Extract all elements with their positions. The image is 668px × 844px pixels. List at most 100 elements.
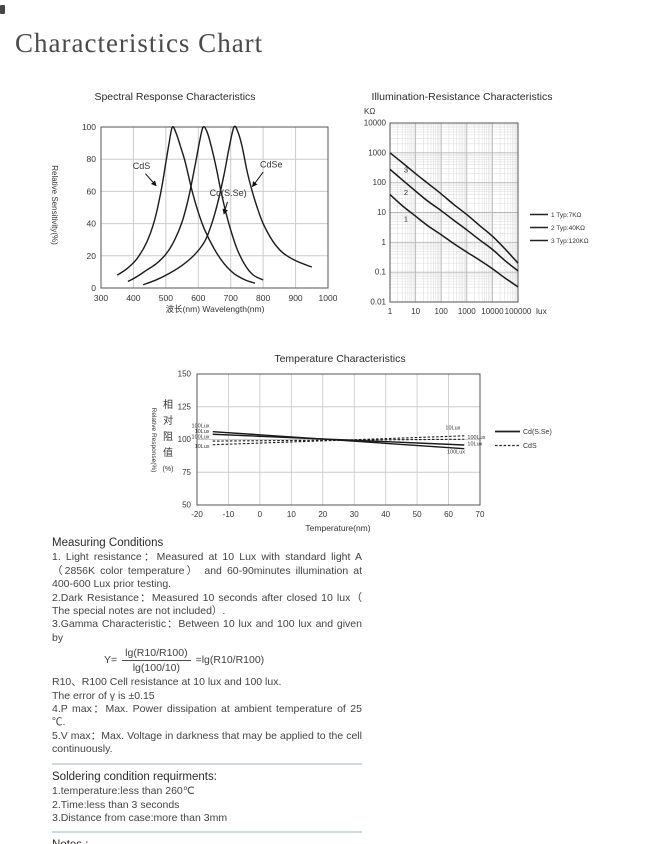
legend-entry: CdS [523,443,537,450]
formula-fraction: lg(R10/R100) lg(100/10) [122,647,191,675]
svg-text:500: 500 [159,293,173,303]
formula-lhs: Y= [104,654,118,667]
series-1 [389,193,519,288]
svg-text:10: 10 [377,208,386,217]
x-unit-label: lux [536,306,548,316]
svg-text:1: 1 [388,307,393,316]
measuring-item-light-resistance: 1. Light resistance：Measured at 10 Lux w… [52,551,362,591]
svg-text:0.1: 0.1 [375,268,387,277]
svg-text:相: 相 [163,398,173,411]
svg-text:1: 1 [382,238,387,247]
point-label: 10Lux [467,442,482,448]
svg-text:10: 10 [411,307,420,316]
soldering-item-distance: 3.Distance from case:more than 3mm [52,811,228,824]
point-label: 100Lux [447,450,465,456]
measuring-item-gamma-error: The error of γ is ±0.15 [52,689,155,702]
formula-denominator: lg(100/10) [132,662,180,675]
measuring-item-gamma: 3.Gamma Characteristic：Between 10 lux an… [52,618,362,644]
soldering-item-temperature: 1.temperature:less than 260℃ [52,785,195,798]
svg-text:10: 10 [287,510,296,519]
series-2 [389,168,519,272]
point-label: 10Lux [445,425,460,431]
svg-text:80: 80 [87,154,97,164]
annotation-CdSe: CdSe [260,159,283,169]
svg-text:0: 0 [91,283,96,293]
svg-text:1000: 1000 [319,293,338,303]
svg-text:125: 125 [178,402,192,411]
svg-text:对: 对 [163,414,173,427]
section-divider [52,762,362,765]
point-label: 100Lux [192,435,210,441]
svg-text:50: 50 [182,501,191,510]
svg-text:800: 800 [256,293,270,303]
x-axis-label: 波长(nm) Wavelength(nm) [166,304,265,314]
legend-entry: 1 Typ:7KΩ [551,212,582,219]
svg-text:100: 100 [435,307,449,316]
svg-text:70: 70 [476,510,485,519]
point-label: 10Lux [195,444,210,450]
svg-text:50: 50 [413,510,422,519]
temperature-characteristics-chart: -20 -10 0 10 20 30 40 50 60 70 150 125 100 75 50 100Lux… [150,370,552,534]
svg-text:(%): (%) [163,466,174,473]
svg-text:60: 60 [87,186,97,196]
notes-heading: Notes : [52,839,362,844]
soldering-item-time: 2.Time:less than 3 seconds [52,798,180,811]
formula-numerator: lg(R10/R100) [122,647,191,662]
svg-text:100: 100 [373,178,387,187]
plot-area: -20 -10 0 10 20 30 40 50 60 70 150 125 100 75 50 100Lux… [178,370,486,520]
spectral-response-chart: 300 400 500 600 700 800 900 1000 0 20 40 60 80 100 CdS… [50,122,338,314]
temperature-chart-title: Temperature Characteristics [274,353,406,365]
text-column: Measuring Conditions 1. Light resistance… [52,537,362,844]
page-title: Characteristics Chart [15,28,264,58]
svg-text:值: 值 [163,446,173,459]
svg-text:100000: 100000 [505,307,532,316]
series-3 [389,152,519,264]
svg-text:1000: 1000 [458,307,476,316]
point-label: 10Lux [195,429,210,435]
section-divider [52,831,362,834]
svg-text:300: 300 [94,293,108,303]
point-label: 100Lux [467,435,485,441]
measuring-item-pmax: 4.P max：Max. Power dissipation at ambien… [52,703,362,729]
svg-text:700: 700 [224,293,238,303]
x-axis-label: Temperature(nm) [305,523,370,533]
svg-text:400: 400 [126,293,140,303]
legend: 1 Typ:7KΩ 2 Typ:40KΩ 3 Typ:120KΩ [530,212,589,245]
annotation-CdS: CdS [133,161,151,171]
point-label: 100Lux [192,423,210,429]
curve-label-1: 1 [404,214,408,223]
svg-text:1000: 1000 [368,148,386,157]
curve-label-3: 3 [404,165,408,174]
svg-text:100: 100 [178,435,192,444]
spectral-chart-title: Spectral Response Characteristics [94,91,256,103]
svg-text:900: 900 [288,293,302,303]
measuring-conditions-heading: Measuring Conditions [52,537,164,549]
svg-text:阻: 阻 [163,431,173,443]
svg-text:0.01: 0.01 [370,297,386,306]
legend-entry: 3 Typ:120KΩ [551,238,589,245]
svg-text:600: 600 [191,293,205,303]
series-CdS [116,125,256,284]
gamma-formula: Y= lg(R10/R100) lg(100/10) =lg(R10/R100) [104,647,362,674]
annotation-Cd(S.Se): Cd(S.Se) [210,188,247,198]
svg-text:10000: 10000 [364,119,387,128]
measuring-item-r10-r100: R10、R100 Cell resistance at 10 lux and 1… [52,676,282,689]
svg-text:150: 150 [178,370,192,379]
y-axis-label: Relative Sensitivity(%) [50,165,59,245]
series-Cd(S.Se) [127,125,264,283]
y-unit-label: KΩ [364,107,375,116]
legend-entry: 2 Typ:40KΩ [551,225,585,232]
measuring-item-vmax: 5.V max：Max. Voltage in darkness that ma… [52,729,362,756]
formula-rhs: =lg(R10/R100) [195,654,265,667]
svg-text:-10: -10 [223,510,235,519]
plot-area: 300 400 500 600 700 800 900 1000 0 20 40 60 80 100 CdS… [82,122,338,303]
soldering-heading: Soldering condition requirments: [52,770,217,783]
svg-text:40: 40 [87,219,97,229]
legend: Cd(S.Se) CdS [495,429,552,450]
series-CdS-10Lux [212,435,465,446]
svg-text:0: 0 [258,510,263,519]
measuring-item-dark-resistance: 2.Dark Resistance：Measured 10 seconds af… [52,591,362,618]
svg-text:60: 60 [444,510,453,519]
y-axis-label-en: Relative Response(%) [150,408,157,473]
